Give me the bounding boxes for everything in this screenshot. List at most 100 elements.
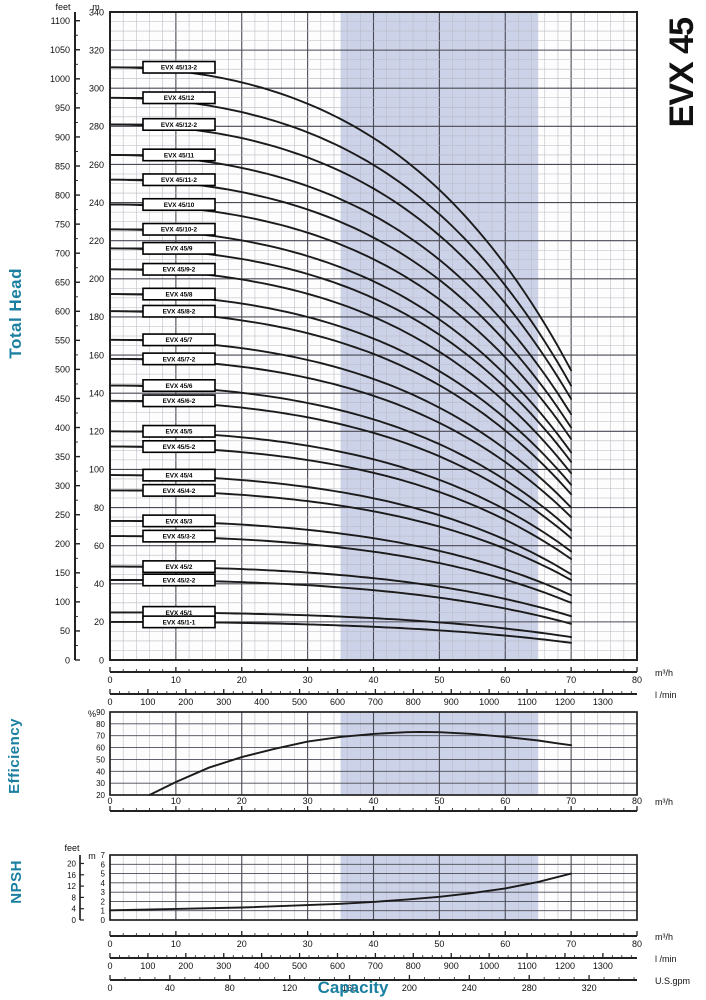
- svg-text:600: 600: [330, 961, 345, 971]
- curve-label-text: EVX 45/7: [165, 337, 192, 344]
- svg-text:1000: 1000: [50, 74, 70, 84]
- svg-text:m³/h: m³/h: [655, 797, 673, 807]
- svg-text:900: 900: [55, 132, 70, 142]
- curve-label: EVX 45/8-2: [112, 304, 216, 318]
- efficiency-axis-title: Efficiency: [6, 718, 23, 794]
- svg-text:30: 30: [303, 796, 313, 806]
- curve-label: EVX 45/6-2: [112, 394, 216, 408]
- svg-text:400: 400: [55, 423, 70, 433]
- svg-text:0: 0: [99, 655, 104, 665]
- svg-text:0: 0: [72, 916, 77, 925]
- svg-text:550: 550: [55, 336, 70, 346]
- svg-text:70: 70: [566, 939, 576, 949]
- svg-text:1000: 1000: [479, 697, 499, 707]
- svg-text:1100: 1100: [517, 961, 536, 971]
- axis-unit-label: l /min: [655, 954, 677, 964]
- total-head-axis-title: Total Head: [6, 268, 25, 359]
- curve-label-text: EVX 45/11-2: [161, 177, 197, 184]
- svg-text:120: 120: [282, 983, 297, 993]
- svg-text:250: 250: [55, 510, 70, 520]
- svg-text:70: 70: [566, 796, 576, 806]
- svg-text:160: 160: [89, 350, 104, 360]
- curve-label: EVX 45/7-2: [112, 352, 216, 366]
- svg-text:30: 30: [96, 779, 105, 788]
- svg-text:50: 50: [96, 755, 105, 764]
- svg-text:240: 240: [462, 983, 477, 993]
- svg-text:m: m: [88, 851, 96, 861]
- svg-text:200: 200: [178, 697, 193, 707]
- svg-text:m: m: [92, 2, 100, 12]
- svg-text:1200: 1200: [555, 697, 575, 707]
- svg-text:700: 700: [55, 248, 70, 258]
- curve-label-text: EVX 45/4: [165, 473, 192, 480]
- svg-text:20: 20: [94, 617, 104, 627]
- curve-label-text: EVX 45/13-2: [161, 65, 198, 72]
- svg-text:20: 20: [237, 796, 247, 806]
- svg-text:60: 60: [94, 541, 104, 551]
- svg-text:0: 0: [101, 916, 106, 925]
- curve-label: EVX 45/10-2: [112, 222, 216, 236]
- curve-label-text: EVX 45/3: [165, 518, 192, 525]
- svg-text:700: 700: [368, 697, 383, 707]
- axis-unit-label: m³/h: [655, 932, 673, 942]
- svg-text:1000: 1000: [479, 961, 499, 971]
- curve-label-text: EVX 45/6: [165, 383, 192, 390]
- svg-text:220: 220: [89, 236, 104, 246]
- curve-label-text: EVX 45/8: [165, 291, 192, 298]
- svg-text:30: 30: [303, 675, 313, 685]
- curve-label: EVX 45/12-2: [112, 117, 216, 131]
- svg-text:100: 100: [140, 961, 155, 971]
- svg-text:60: 60: [500, 939, 510, 949]
- svg-text:320: 320: [89, 45, 104, 55]
- svg-text:0: 0: [107, 939, 112, 949]
- svg-text:200: 200: [55, 539, 70, 549]
- svg-text:20: 20: [67, 859, 76, 868]
- svg-text:320: 320: [582, 983, 597, 993]
- curve-label-text: EVX 45/9: [165, 246, 192, 253]
- svg-text:1: 1: [101, 907, 106, 916]
- svg-text:750: 750: [55, 219, 70, 229]
- svg-text:70: 70: [96, 732, 105, 741]
- svg-text:40: 40: [96, 767, 105, 776]
- curve-label-text: EVX 45/12-2: [161, 122, 198, 129]
- axis-unit-label: l /min: [655, 690, 677, 700]
- svg-text:4: 4: [101, 879, 106, 888]
- curve-label-text: EVX 45/1: [165, 610, 192, 617]
- svg-text:150: 150: [55, 568, 70, 578]
- svg-text:120: 120: [89, 427, 104, 437]
- svg-text:%: %: [88, 709, 96, 719]
- axis-unit-label: m³/h: [655, 668, 673, 678]
- total-head-plot: 0 20 40 60 80 100 120 140 160 180 200 220 240 260 280 3…: [50, 2, 638, 665]
- svg-text:40: 40: [368, 939, 378, 949]
- curve-label-text: EVX 45/10: [164, 202, 195, 209]
- svg-text:3: 3: [101, 888, 106, 897]
- svg-text:650: 650: [55, 278, 70, 288]
- efficiency-plot: 20 30 40 50 60 70 80 90% 0 10 20 30 40 50 60 70 80 m³/h: [88, 708, 673, 812]
- svg-text:500: 500: [292, 697, 307, 707]
- axis-unit-label: U.S.gpm: [655, 976, 690, 986]
- svg-text:950: 950: [55, 103, 70, 113]
- curve-label-text: EVX 45/6-2: [163, 398, 196, 405]
- curve-label: EVX 45/10: [112, 197, 216, 212]
- svg-text:1300: 1300: [593, 961, 613, 971]
- npsh-axis-title: NPSH: [8, 860, 25, 904]
- svg-text:1100: 1100: [51, 16, 70, 26]
- svg-text:4: 4: [72, 905, 77, 914]
- svg-text:300: 300: [55, 481, 70, 491]
- curve-label: EVX 45/3: [112, 514, 216, 528]
- svg-text:200: 200: [89, 274, 104, 284]
- svg-text:1100: 1100: [517, 697, 536, 707]
- curve-label: EVX 45/12: [112, 91, 216, 105]
- svg-text:30: 30: [303, 939, 313, 949]
- curve-label: EVX 45/4-2: [112, 483, 216, 497]
- svg-text:10: 10: [171, 939, 181, 949]
- curve-label: EVX 45/9: [112, 241, 216, 255]
- svg-text:1200: 1200: [555, 961, 575, 971]
- svg-text:300: 300: [216, 697, 231, 707]
- svg-text:1300: 1300: [593, 697, 613, 707]
- curve-label-text: EVX 45/1-1: [163, 619, 196, 626]
- svg-text:60: 60: [96, 744, 105, 753]
- svg-text:200: 200: [402, 983, 417, 993]
